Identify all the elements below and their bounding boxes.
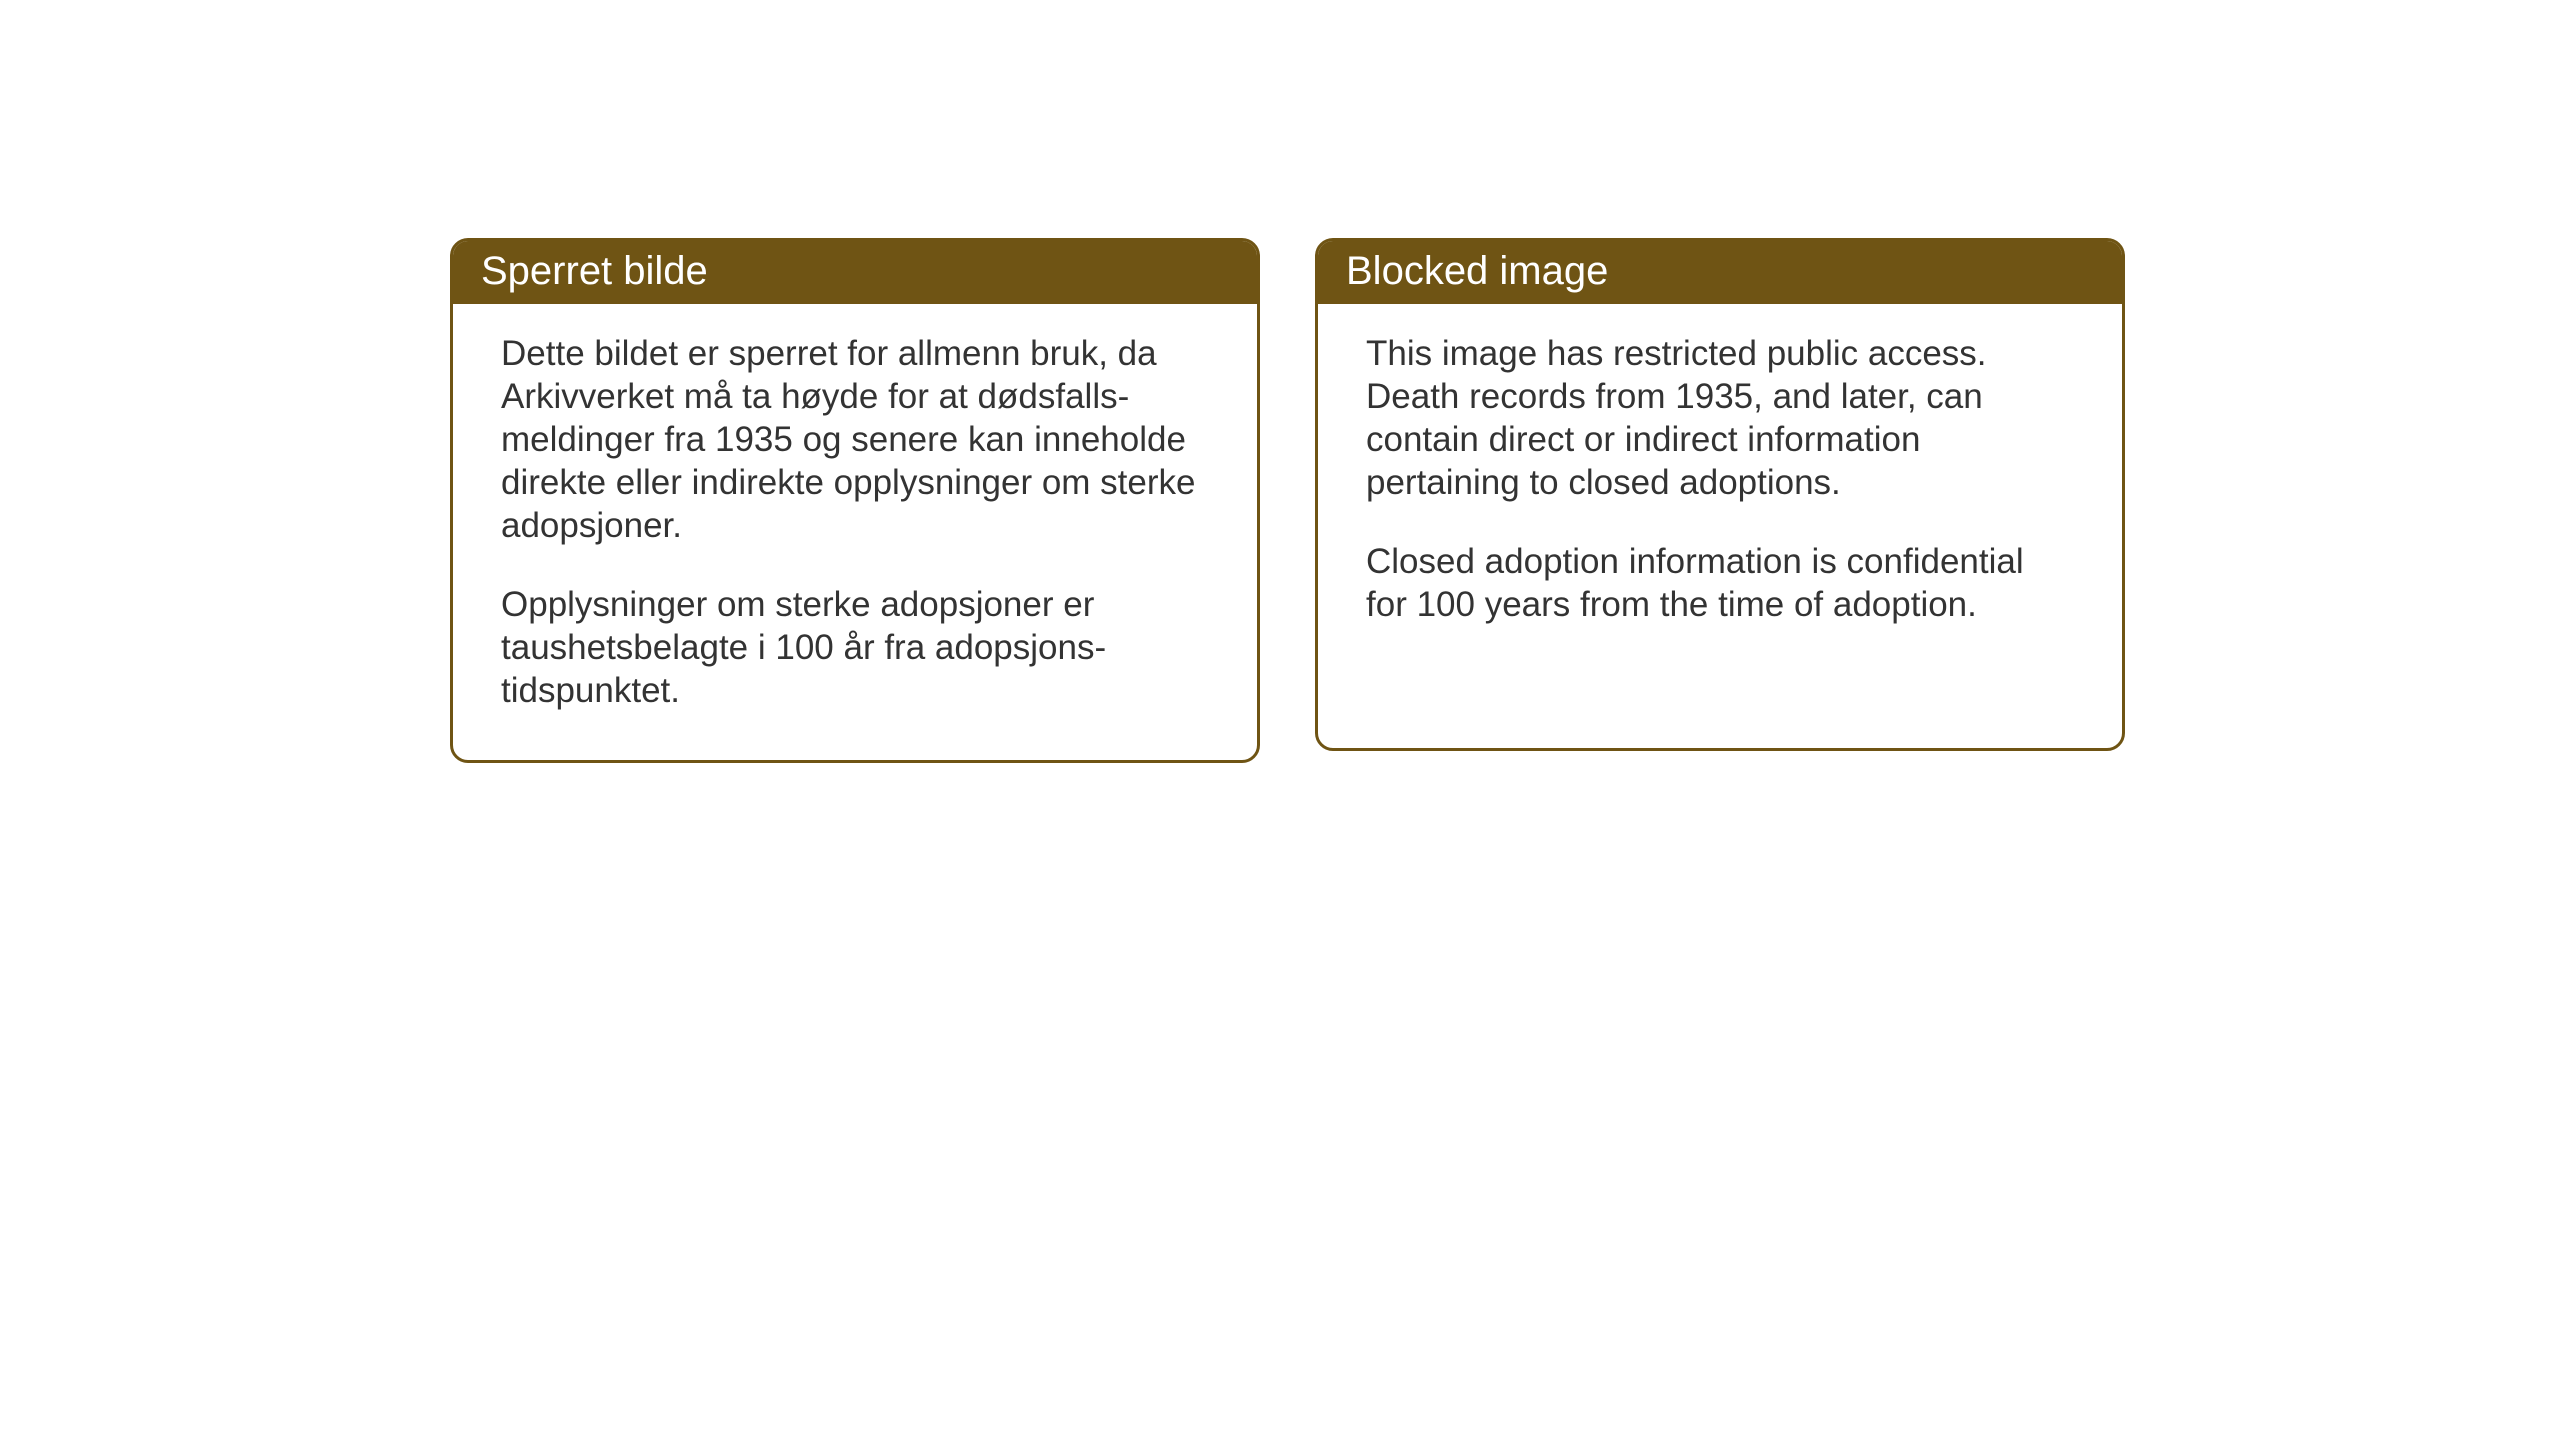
notice-paragraph: Dette bildet er sperret for allmenn bruk…: [501, 332, 1209, 547]
notice-container: Sperret bilde Dette bildet er sperret fo…: [450, 238, 2125, 763]
notice-header-norwegian: Sperret bilde: [453, 241, 1257, 304]
notice-body-norwegian: Dette bildet er sperret for allmenn bruk…: [453, 304, 1257, 760]
notice-card-english: Blocked image This image has restricted …: [1315, 238, 2125, 751]
notice-body-english: This image has restricted public access.…: [1318, 304, 2122, 674]
notice-paragraph: Opplysninger om sterke adopsjoner er tau…: [501, 583, 1209, 712]
notice-paragraph: This image has restricted public access.…: [1366, 332, 2074, 504]
notice-paragraph: Closed adoption information is confident…: [1366, 540, 2074, 626]
notice-header-english: Blocked image: [1318, 241, 2122, 304]
notice-card-norwegian: Sperret bilde Dette bildet er sperret fo…: [450, 238, 1260, 763]
